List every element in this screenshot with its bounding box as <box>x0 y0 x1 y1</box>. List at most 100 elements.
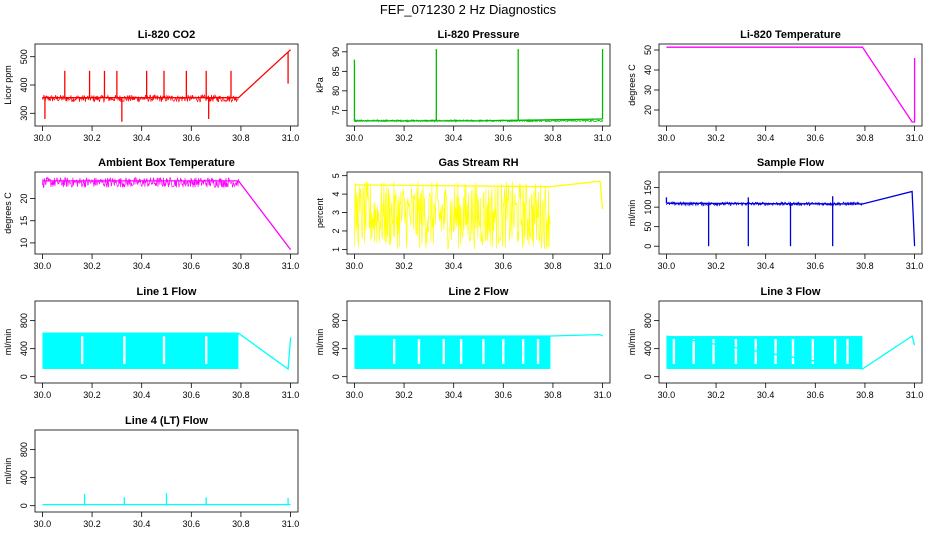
chart-title: Line 2 Flow <box>449 286 509 298</box>
chart-title: Li-820 Pressure <box>438 29 520 41</box>
y-tick-label: 15 <box>19 216 29 226</box>
y-tick-label: 0 <box>19 503 29 508</box>
x-tick-label: 30.2 <box>83 133 101 143</box>
x-tick-label: 30.2 <box>83 261 101 271</box>
x-tick-label: 30.4 <box>445 133 463 143</box>
y-tick-label: 800 <box>331 313 341 328</box>
x-tick-label: 30.4 <box>445 390 463 400</box>
x-tick-label: 31.0 <box>282 261 300 271</box>
y-tick-label: 400 <box>643 341 653 356</box>
y-tick-label: 50 <box>643 222 653 232</box>
chart-title: Li-820 Temperature <box>740 29 841 41</box>
y-tick-label: 400 <box>19 470 29 485</box>
x-tick-label: 31.0 <box>906 133 924 143</box>
x-tick-label: 30.0 <box>658 261 676 271</box>
band-gap <box>482 339 485 364</box>
chart-panel: Line 4 (LT) Flow 30.0 30.2 30.4 30.6 30.8 31.0… <box>3 415 299 529</box>
y-axis-label: ml/min <box>315 329 325 356</box>
y-tick-label: 4 <box>331 192 341 197</box>
x-tick-label: 30.8 <box>232 133 250 143</box>
y-tick-label: 800 <box>643 313 653 328</box>
plot-frame <box>346 300 611 384</box>
band-gap <box>811 339 815 364</box>
x-tick-label: 30.6 <box>807 133 825 143</box>
y-tick-label: 10 <box>19 238 29 248</box>
y-tick-label: 5 <box>331 173 341 178</box>
x-tick-label: 30.6 <box>183 133 201 143</box>
data-noise <box>42 93 239 104</box>
y-tick-label: 3 <box>331 210 341 215</box>
y-tick-label: 800 <box>19 313 29 328</box>
x-tick-label: 31.0 <box>594 390 612 400</box>
y-tick-label: 80 <box>331 86 341 96</box>
series-line <box>354 333 603 337</box>
y-tick-label: 85 <box>331 66 341 76</box>
plot-frame <box>346 43 611 127</box>
x-tick-label: 31.0 <box>594 261 612 271</box>
band-gap <box>692 339 695 364</box>
x-tick-label: 30.8 <box>856 133 874 143</box>
y-tick-label: 2 <box>331 228 341 233</box>
data-noise <box>354 181 551 251</box>
band-gap <box>392 339 396 364</box>
x-tick-label: 30.6 <box>807 390 825 400</box>
chart-panel: Ambient Box Temperature 30.0 30.2 30.4 30.6 3… <box>3 157 299 271</box>
chart-title: Ambient Box Temperature <box>98 157 235 169</box>
x-tick-label: 30.0 <box>346 261 364 271</box>
data-noise <box>42 176 239 188</box>
band-gap <box>123 336 126 364</box>
x-tick-label: 30.4 <box>133 261 151 271</box>
chart-panel: Line 3 Flow 30.0 30.2 30.4 30.6 30.8 31.0 0 400 8… <box>627 286 923 400</box>
plot-frame <box>34 429 299 513</box>
y-axis-label: ml/min <box>627 329 637 356</box>
x-tick-label: 30.8 <box>544 390 562 400</box>
x-tick-label: 30.0 <box>658 390 676 400</box>
chart-panel: Line 2 Flow 30.0 30.2 30.4 30.6 30.8 31.0 0 400 8… <box>315 286 611 400</box>
x-tick-label: 30.6 <box>183 390 201 400</box>
y-tick-label: 50 <box>643 45 653 55</box>
y-tick-label: 0 <box>19 374 29 379</box>
y-axis-label: ml/min <box>3 458 13 485</box>
x-tick-label: 30.2 <box>707 261 725 271</box>
y-tick-label: 0 <box>643 374 653 379</box>
y-axis-label: ml/min <box>627 200 637 227</box>
y-axis-label: kPa <box>315 77 325 93</box>
chart-panel: Li-820 Temperature 30.0 30.2 30.4 30.6 30.8 31… <box>627 29 923 143</box>
x-tick-label: 30.6 <box>183 519 201 529</box>
band-gap <box>459 339 463 364</box>
y-axis-label: degrees C <box>3 192 13 234</box>
chart-title: Sample Flow <box>757 157 825 169</box>
x-tick-label: 30.2 <box>707 133 725 143</box>
band-gap <box>536 339 540 364</box>
x-tick-label: 30.0 <box>346 133 364 143</box>
chart-title: Line 1 Flow <box>137 286 197 298</box>
series-line <box>42 180 292 250</box>
x-tick-label: 30.6 <box>495 261 513 271</box>
y-tick-label: 1 <box>331 247 341 252</box>
y-tick-label: 40 <box>643 65 653 75</box>
plot-frame <box>346 171 611 255</box>
chart-panel: Line 1 Flow 30.0 30.2 30.4 30.6 30.8 31.0 0 400 8… <box>3 286 299 400</box>
y-tick-label: 20 <box>19 194 29 204</box>
x-tick-label: 30.0 <box>34 390 52 400</box>
x-tick-label: 30.4 <box>757 261 775 271</box>
x-tick-label: 30.2 <box>83 519 101 529</box>
band-gap <box>712 339 715 364</box>
series-line <box>666 190 916 247</box>
x-tick-label: 30.6 <box>807 261 825 271</box>
x-tick-label: 30.2 <box>83 390 101 400</box>
band-gap <box>791 339 795 364</box>
series-line <box>42 49 292 99</box>
y-tick-label: 0 <box>643 244 653 249</box>
chart-title: Line 3 Flow <box>761 286 821 298</box>
y-axis-label: ml/min <box>3 329 13 356</box>
plot-frame <box>34 171 299 255</box>
plot-frame <box>658 171 923 255</box>
data-band <box>42 333 239 369</box>
band-gap <box>80 336 84 364</box>
band-gap <box>833 339 837 364</box>
y-tick-label: 0 <box>331 374 341 379</box>
band-gap <box>734 339 738 364</box>
y-tick-label: 500 <box>19 49 29 64</box>
